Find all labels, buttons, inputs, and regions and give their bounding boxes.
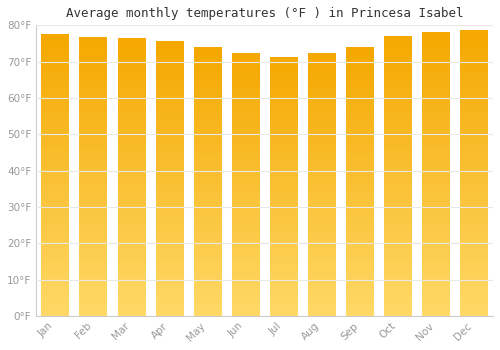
Title: Average monthly temperatures (°F ) in Princesa Isabel: Average monthly temperatures (°F ) in Pr… (66, 7, 464, 20)
